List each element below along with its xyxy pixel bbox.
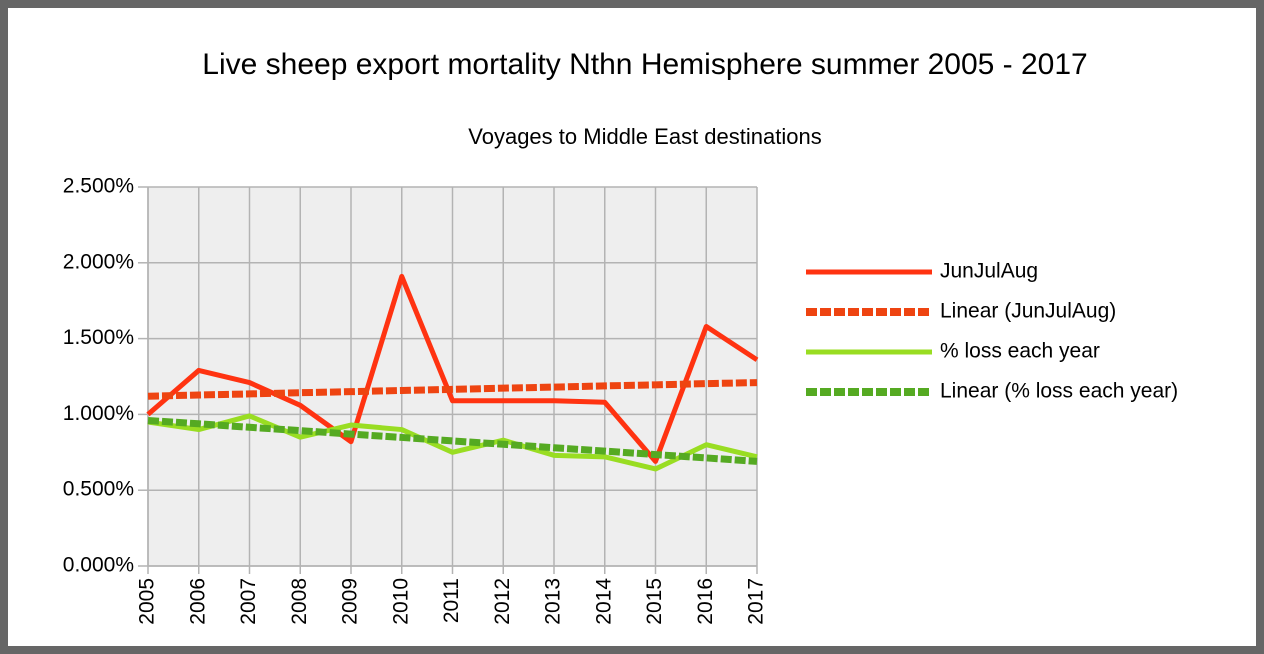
series-line: [147, 379, 758, 400]
x-tick-label: 2014: [592, 578, 615, 625]
x-tick-label: 2011: [440, 578, 463, 623]
x-tick-label: 2009: [339, 578, 362, 625]
x-tick-label: 2008: [288, 578, 311, 625]
series-line: [146, 273, 759, 464]
y-tick-label: 0.500%: [63, 478, 134, 501]
x-tick-label: 2017: [745, 578, 768, 625]
legend-label: % loss each year: [940, 340, 1100, 363]
chart-title: Live sheep export mortality Nthn Hemisph…: [202, 48, 1087, 81]
x-tick-label: 2005: [136, 578, 159, 625]
y-tick-label: 1.500%: [63, 326, 134, 349]
x-tick-label: 2007: [237, 578, 260, 625]
y-tick-label: 1.000%: [63, 402, 134, 425]
series-line: [147, 416, 758, 465]
legend-label: JunJulAug: [940, 260, 1038, 283]
x-tick-label: 2015: [643, 578, 666, 625]
legend-label: Linear (% loss each year): [940, 380, 1178, 403]
legend-label: Linear (JunJulAug): [940, 300, 1116, 323]
y-tick-label: 2.500%: [63, 175, 134, 198]
chart-subtitle: Voyages to Middle East destinations: [468, 124, 821, 149]
x-tick-label: 2006: [186, 578, 209, 625]
x-tick-label: 2013: [542, 578, 565, 625]
x-tick-label: 2012: [491, 578, 514, 625]
x-tick-label: 2016: [694, 578, 717, 625]
y-tick-label: 2.000%: [63, 250, 134, 273]
x-tick-label: 2010: [389, 578, 412, 625]
y-tick-label: 0.000%: [63, 554, 134, 577]
series-line: [147, 413, 758, 472]
